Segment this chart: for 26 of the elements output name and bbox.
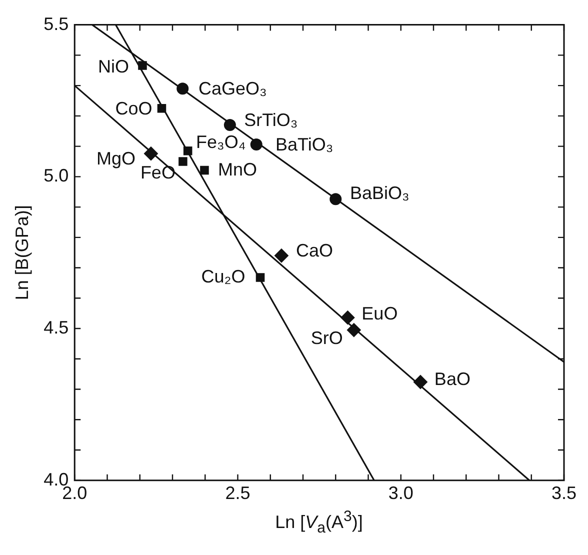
annotation: EuO (362, 304, 398, 324)
x-tick-label: 2.5 (225, 483, 250, 504)
x-axis-title: Ln [V$_{a}$(A$^{3}$)] (274, 508, 364, 537)
annotation: MgO (96, 148, 136, 169)
y-axis-title: Ln [B(GPa)] (12, 205, 32, 300)
annotation: CaO (296, 240, 333, 261)
annotation: Cu₂O (201, 266, 246, 286)
annotation: Fe₃O₄ (196, 132, 246, 152)
x-tick-label: 3.0 (388, 483, 414, 504)
x-tick-label: 3.5 (551, 483, 577, 504)
annotation: BaTiO₃ (276, 134, 334, 154)
annotation: FeO (140, 162, 176, 182)
annotation: CaGeO₃ (198, 78, 267, 99)
annotation: MnO (218, 159, 257, 180)
annotation: CoO (115, 98, 152, 118)
y-tick-label: 5.5 (44, 14, 69, 34)
annotation: SrTiO₃ (244, 110, 298, 130)
point (274, 248, 288, 263)
y-tick-label: 4.5 (44, 318, 69, 338)
point (200, 166, 209, 175)
annotation: BaBiO₃ (350, 183, 410, 204)
y-tick-label: 5.0 (44, 166, 69, 186)
annotation: NiO (98, 56, 129, 76)
annotation: SrO (310, 328, 343, 348)
annotation: BaO (434, 368, 470, 389)
point (178, 157, 188, 166)
